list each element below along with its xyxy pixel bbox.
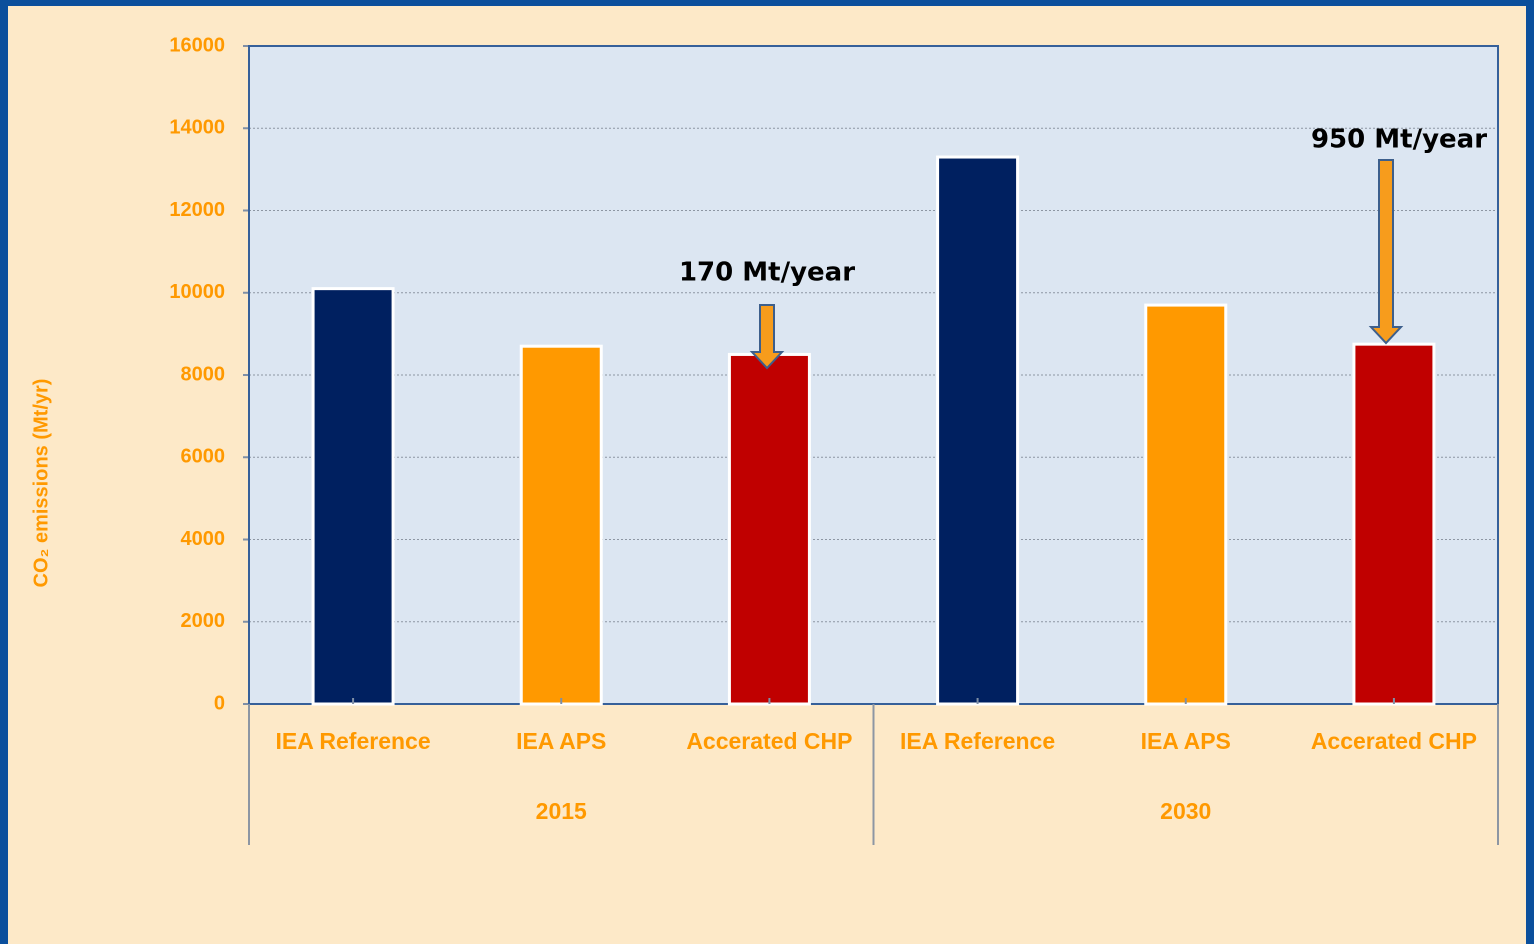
x-tick-label: Accerated CHP	[686, 728, 852, 754]
y-tick-label: 2000	[181, 610, 226, 632]
y-tick-label: 10000	[169, 281, 225, 303]
y-tick-label: 12000	[169, 199, 225, 221]
arrow	[1368, 159, 1404, 345]
y-tick-label: 0	[214, 692, 225, 714]
y-axis-label: CO₂ emissions (Mt/yr)	[30, 379, 52, 588]
y-tick-label: 4000	[181, 528, 226, 550]
annotation: 170 Mt/year	[679, 258, 855, 288]
y-tick-label: 8000	[181, 363, 226, 385]
arrow	[749, 304, 785, 370]
group-label: 2030	[1160, 798, 1211, 824]
x-tick-label: Accerated CHP	[1311, 728, 1477, 754]
bar	[311, 287, 395, 706]
bar	[1144, 303, 1228, 706]
x-tick-label: IEA APS	[1141, 728, 1231, 754]
bar	[727, 352, 811, 706]
annotation: 950 Mt/year	[1311, 125, 1487, 155]
group-label: 2015	[536, 798, 587, 824]
bar	[519, 344, 603, 706]
y-tick-label: 14000	[169, 117, 225, 139]
bar	[936, 155, 1020, 706]
x-tick-label: IEA Reference	[900, 728, 1055, 754]
x-tick-label: IEA Reference	[276, 728, 431, 754]
y-tick-label: 6000	[181, 446, 226, 468]
bar	[1352, 342, 1436, 706]
y-tick-label: 16000	[169, 34, 225, 56]
x-tick-label: IEA APS	[516, 728, 606, 754]
